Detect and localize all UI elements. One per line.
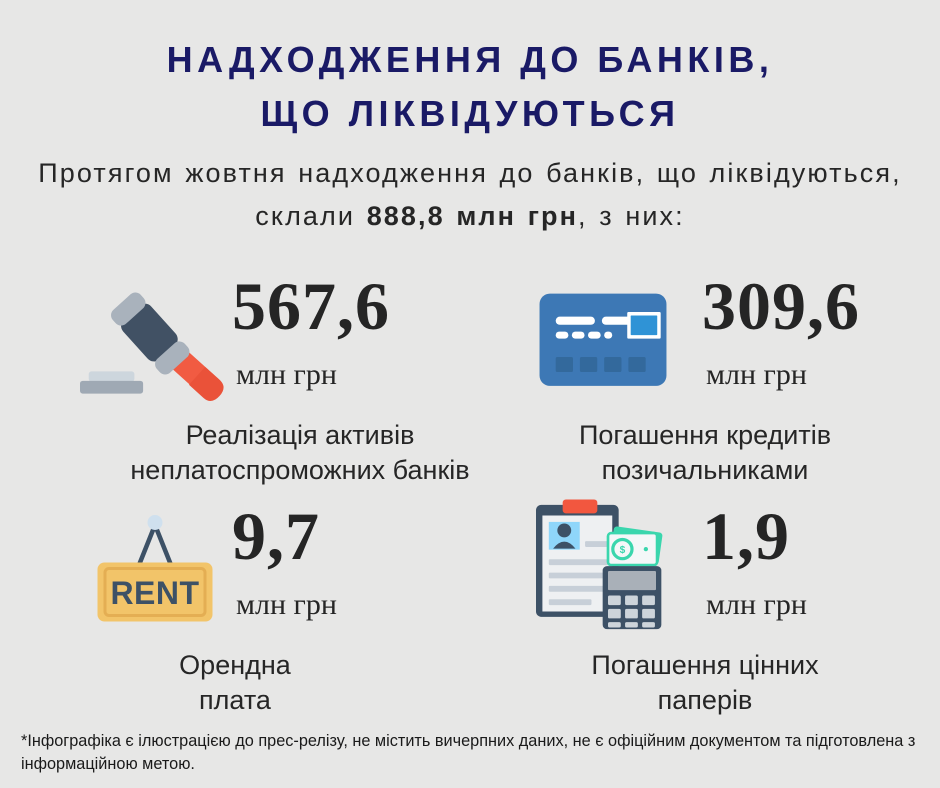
svg-text:$: $ — [620, 545, 626, 556]
svg-text:RENT: RENT — [110, 575, 199, 611]
